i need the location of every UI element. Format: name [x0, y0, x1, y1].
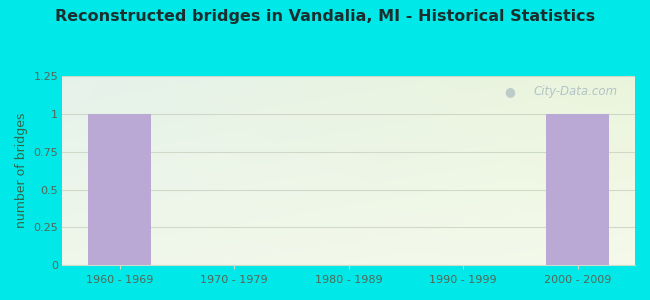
- Text: Reconstructed bridges in Vandalia, MI - Historical Statistics: Reconstructed bridges in Vandalia, MI - …: [55, 9, 595, 24]
- Y-axis label: number of bridges: number of bridges: [15, 113, 28, 228]
- Bar: [546, 114, 609, 265]
- Text: City-Data.com: City-Data.com: [534, 85, 618, 98]
- Bar: [88, 114, 151, 265]
- Text: ●: ●: [504, 85, 515, 98]
